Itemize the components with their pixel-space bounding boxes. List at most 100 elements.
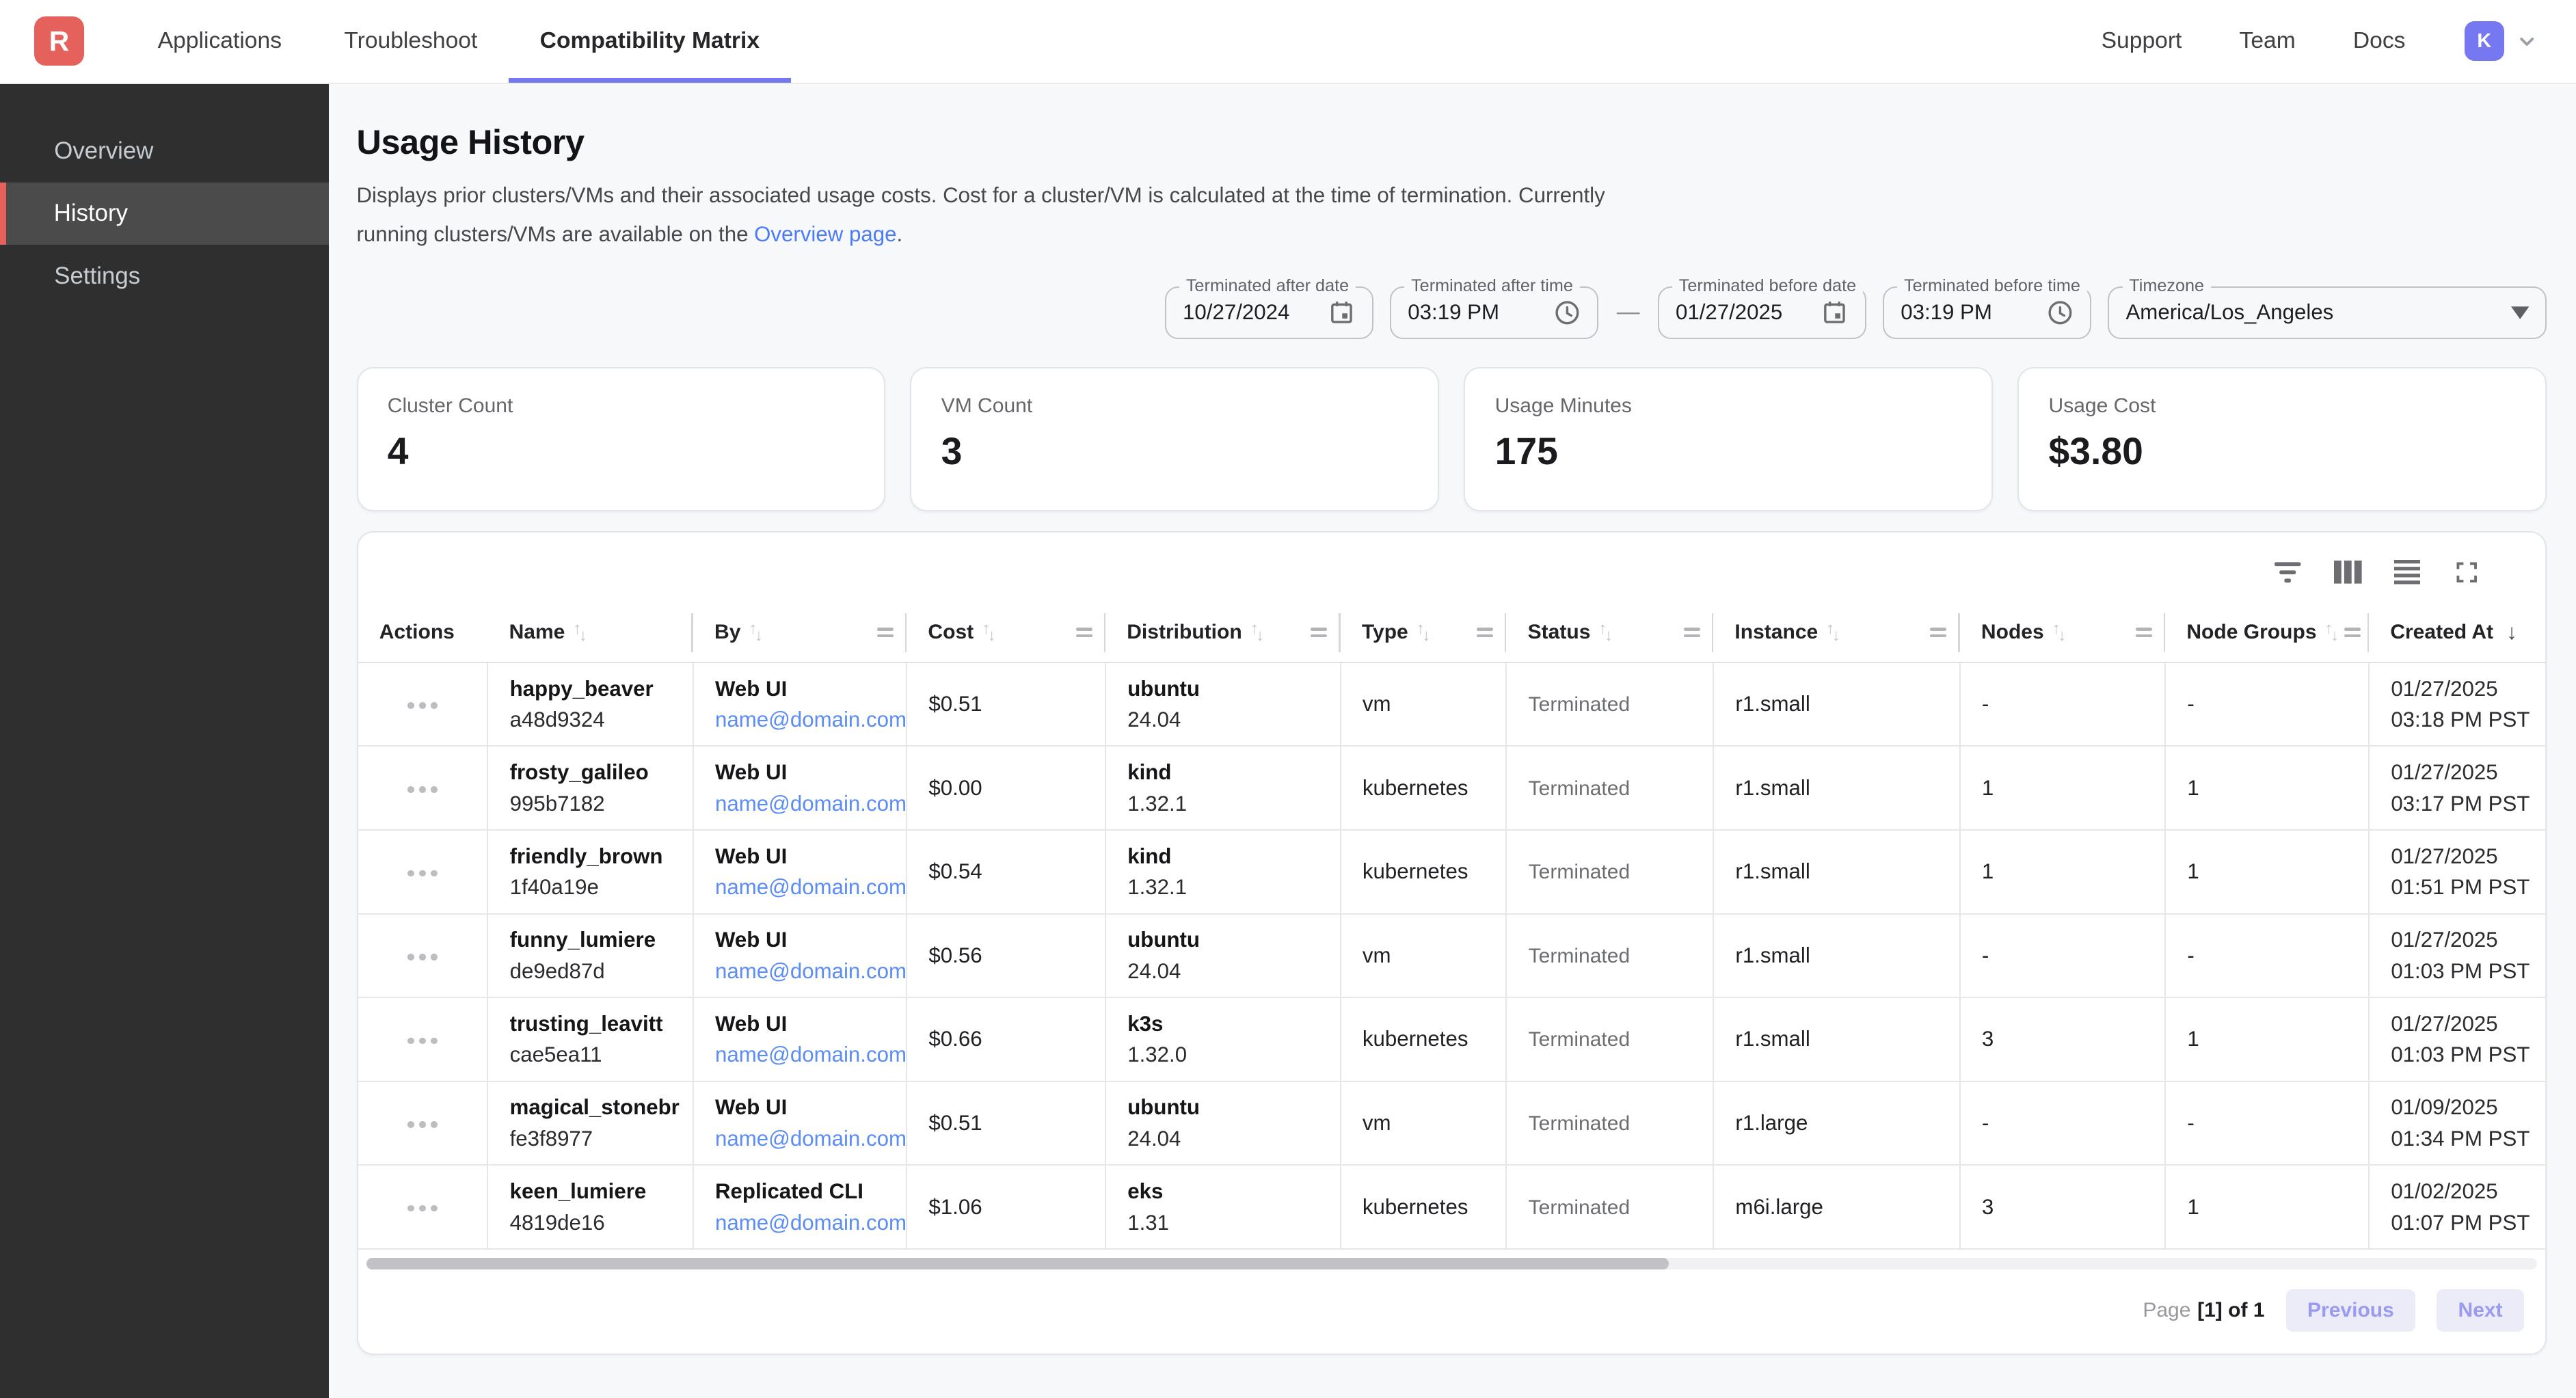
- column-header-created-at[interactable]: Created At ↓: [2369, 603, 2546, 663]
- sidebar-item-overview[interactable]: Overview: [0, 120, 329, 182]
- filter-value: 03:19 PM: [1408, 300, 1499, 325]
- filter-icon[interactable]: [2272, 556, 2305, 589]
- column-menu-icon[interactable]: [1311, 627, 1328, 638]
- chevron-down-icon[interactable]: [2514, 28, 2540, 54]
- stat-cards: Cluster Count 4 VM Count 3 Usage Minutes 175 U…: [356, 366, 2547, 512]
- topbar-link-team[interactable]: Team: [2239, 28, 2296, 54]
- column-menu-icon[interactable]: [1683, 627, 1700, 638]
- sort-arrows-icon[interactable]: ↑ ↓: [2052, 619, 2067, 645]
- column-header-cost[interactable]: Cost ↑ ↓: [907, 603, 1105, 663]
- row-actions-button[interactable]: [398, 777, 447, 803]
- column-header-name[interactable]: Name ↑ ↓: [487, 603, 693, 663]
- replicated-logo[interactable]: R: [34, 16, 84, 66]
- cluster-id: 995b7182: [509, 791, 605, 816]
- instance-value: r1.small: [1735, 943, 1810, 967]
- calendar-icon[interactable]: [1328, 299, 1356, 327]
- sort-arrows-icon[interactable]: ↑ ↓: [1250, 619, 1265, 645]
- tab-applications[interactable]: Applications: [126, 0, 313, 83]
- created-by-email-link[interactable]: name@domain.com: [715, 791, 907, 816]
- cost-cell: $0.66: [907, 997, 1106, 1082]
- sort-arrows-icon[interactable]: ↑ ↓: [982, 619, 996, 645]
- column-header-node-groups[interactable]: Node Groups ↑ ↓: [2165, 603, 2370, 663]
- filter-timezone[interactable]: Timezone America/Los_Angeles: [2108, 276, 2547, 339]
- created-time: 01:07 PM PST: [2391, 1210, 2530, 1235]
- column-menu-icon[interactable]: [1075, 627, 1092, 638]
- row-actions-button[interactable]: [398, 693, 447, 718]
- sidebar-item-settings[interactable]: Settings: [0, 245, 329, 307]
- column-header-status[interactable]: Status ↑ ↓: [1506, 603, 1714, 663]
- type-cell: kubernetes: [1340, 830, 1507, 915]
- distribution-cell: ubuntu 24.04: [1105, 1081, 1341, 1166]
- cost-value: $0.56: [928, 943, 982, 967]
- previous-page-button[interactable]: Previous: [2285, 1289, 2416, 1332]
- column-menu-icon[interactable]: [876, 627, 894, 638]
- tab-troubleshoot[interactable]: Troubleshoot: [313, 0, 509, 83]
- avatar[interactable]: K: [2464, 21, 2504, 62]
- fullscreen-icon[interactable]: [2450, 556, 2483, 589]
- sidebar-item-history[interactable]: History: [0, 182, 329, 245]
- clock-icon[interactable]: [1553, 299, 1581, 327]
- nodes-value: -: [1981, 692, 1989, 716]
- sort-arrows-icon[interactable]: ↑ ↓: [1826, 619, 1840, 645]
- filter-terminated-after-time[interactable]: Terminated after time 03:19 PM: [1390, 276, 1599, 339]
- column-menu-icon[interactable]: [2135, 627, 2152, 638]
- overview-page-link[interactable]: Overview page: [754, 221, 897, 246]
- page-indicator-value: [1] of 1: [2197, 1298, 2265, 1321]
- cluster-id: 4819de16: [509, 1210, 605, 1235]
- name-cell: friendly_brown 1f40a19e: [487, 830, 694, 915]
- column-header-by[interactable]: By ↑ ↓: [693, 603, 907, 663]
- created-by-email-link[interactable]: name@domain.com: [715, 708, 907, 732]
- column-menu-icon[interactable]: [1477, 627, 1494, 638]
- row-actions-button[interactable]: [398, 944, 447, 970]
- calendar-icon[interactable]: [1821, 299, 1849, 327]
- created-by-email-link[interactable]: name@domain.com: [715, 1127, 907, 1151]
- density-icon[interactable]: [2391, 556, 2424, 589]
- cluster-name: happy_beaver: [509, 676, 654, 701]
- row-actions-button[interactable]: [398, 860, 447, 886]
- select-arrow-icon[interactable]: [2510, 306, 2530, 319]
- column-menu-icon[interactable]: [1930, 627, 1947, 638]
- column-header-distribution[interactable]: Distribution ↑ ↓: [1105, 603, 1341, 663]
- by-cell: Replicated CLI name@domain.com: [693, 1165, 908, 1250]
- sort-arrows-icon[interactable]: ↑ ↓: [1598, 619, 1613, 645]
- sort-arrows-icon[interactable]: ↑ ↓: [573, 619, 587, 645]
- filter-terminated-after-date[interactable]: Terminated after date 10/27/2024: [1165, 276, 1374, 339]
- column-header-type[interactable]: Type ↑ ↓: [1340, 603, 1507, 663]
- row-actions-button[interactable]: [398, 1195, 447, 1221]
- filter-terminated-before-date[interactable]: Terminated before date 01/27/2025: [1657, 276, 1867, 339]
- column-menu-icon[interactable]: [2344, 627, 2361, 638]
- instance-cell: r1.small: [1713, 830, 1961, 915]
- row-actions-button[interactable]: [398, 1027, 447, 1053]
- created-by-email-link[interactable]: name@domain.com: [715, 1043, 907, 1067]
- scrollbar-thumb[interactable]: [366, 1257, 1669, 1269]
- tab-compatibility-matrix[interactable]: Compatibility Matrix: [509, 0, 791, 83]
- status-cell: Terminated: [1506, 913, 1715, 999]
- created-by-email-link[interactable]: name@domain.com: [715, 875, 907, 900]
- instance-value: r1.small: [1735, 1027, 1810, 1051]
- user-menu[interactable]: K: [2464, 21, 2540, 62]
- created-by-email-link[interactable]: name@domain.com: [715, 1210, 907, 1235]
- cluster-name: friendly_brown: [509, 844, 663, 868]
- sort-arrows-icon[interactable]: ↑ ↓: [749, 619, 763, 645]
- created-date: 01/27/2025: [2391, 844, 2498, 868]
- clock-icon[interactable]: [2046, 299, 2074, 327]
- columns-icon[interactable]: [2332, 556, 2365, 589]
- column-header-nodes[interactable]: Nodes ↑ ↓: [1959, 603, 2166, 663]
- sort-arrows-icon[interactable]: ↑ ↓: [1416, 619, 1431, 645]
- filter-terminated-before-time[interactable]: Terminated before time 03:19 PM: [1883, 276, 2092, 339]
- sort-arrows-icon[interactable]: ↑ ↓: [2324, 619, 2339, 645]
- column-header-instance[interactable]: Instance ↑ ↓: [1713, 603, 1960, 663]
- row-actions-button[interactable]: [398, 1112, 447, 1138]
- horizontal-scrollbar[interactable]: [366, 1257, 2538, 1269]
- topbar-link-docs[interactable]: Docs: [2352, 28, 2406, 54]
- sort-descending-icon[interactable]: ↓: [2506, 620, 2517, 645]
- topbar-link-support[interactable]: Support: [2101, 28, 2182, 54]
- node-groups-value: 1: [2187, 775, 2199, 800]
- column-header-label: Cost: [928, 621, 974, 644]
- next-page-button[interactable]: Next: [2437, 1289, 2524, 1332]
- status-value: Terminated: [1528, 693, 1631, 716]
- created-by-email-link[interactable]: name@domain.com: [715, 958, 907, 983]
- name-cell: happy_beaver a48d9324: [487, 662, 694, 747]
- actions-cell: [358, 830, 489, 915]
- instance-value: r1.small: [1735, 859, 1810, 884]
